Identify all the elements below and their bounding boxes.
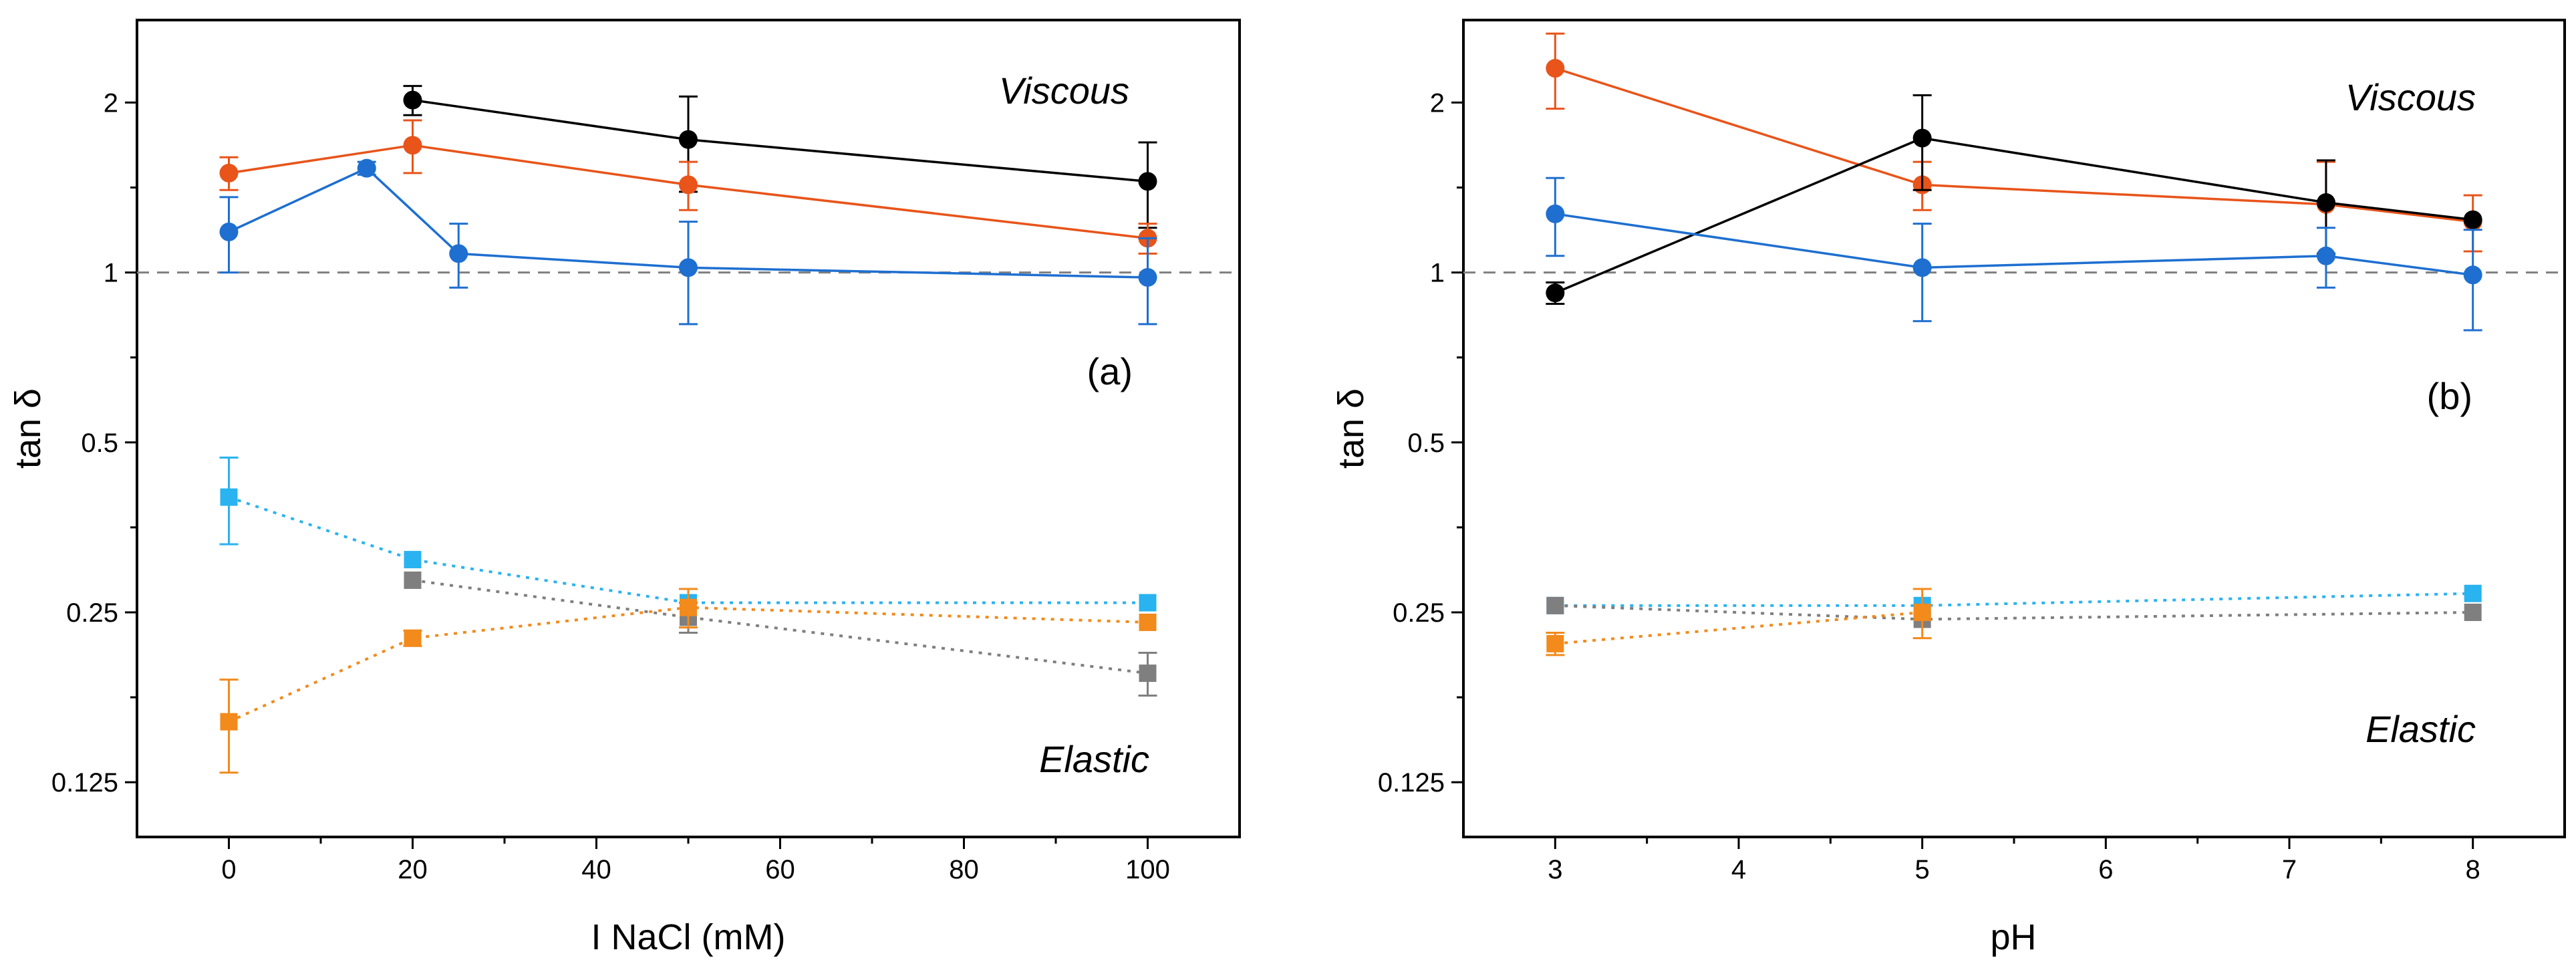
x-tick-label-b: 3 bbox=[1548, 855, 1562, 884]
point-lightblue-elastic-a bbox=[220, 488, 238, 506]
x-tick-label-b: 6 bbox=[2098, 855, 2113, 884]
series-line-blue-viscous-b bbox=[1555, 213, 2473, 277]
series-line-black-viscous-a bbox=[412, 99, 1148, 183]
x-tick-label-a: 80 bbox=[949, 855, 979, 884]
panel-a: 0 20 40 60 80 100 0.125 0.25 0.5 1 2 Viscous Elast… bbox=[8, 19, 1241, 957]
point-gray-elastic-a bbox=[404, 571, 422, 589]
x-tick-label-b: 4 bbox=[1731, 855, 1746, 884]
point-gray-elastic-a bbox=[1139, 664, 1157, 683]
series-line-gray-elastic-a bbox=[412, 578, 1148, 675]
data-layer-a: 0 20 40 60 80 100 0.125 0.25 0.5 1 2 bbox=[51, 85, 1240, 884]
point-orange-viscous-a bbox=[219, 163, 239, 183]
point-orange-elastic-a bbox=[680, 598, 697, 616]
series-line-lightblue-elastic-b bbox=[1555, 592, 2473, 607]
y-tick-label-a: 2 bbox=[104, 88, 118, 118]
y-tick-label-a: 1 bbox=[104, 259, 118, 288]
viscous-label-b: Viscous bbox=[2345, 76, 2476, 118]
point-black-viscous-a bbox=[679, 130, 698, 149]
y-axis-title-b: tan δ bbox=[1331, 388, 1371, 469]
y-tick-label-b: 0.125 bbox=[1378, 768, 1445, 798]
point-blue-viscous-a bbox=[1138, 267, 1157, 287]
x-tick-label-a: 40 bbox=[581, 855, 611, 884]
y-tick-label-b: 0.5 bbox=[1407, 429, 1445, 458]
y-tick-label-a: 0.125 bbox=[51, 768, 118, 798]
point-blue-viscous-a bbox=[219, 222, 239, 241]
point-black-viscous-b bbox=[1912, 128, 1932, 148]
series-line-black-viscous-b bbox=[1554, 136, 2473, 294]
x-tick-label-a: 100 bbox=[1125, 855, 1170, 884]
point-blue-viscous-b bbox=[1912, 258, 1932, 277]
point-orange-viscous-b bbox=[1546, 59, 1565, 78]
panel-label-b: (b) bbox=[2427, 375, 2472, 417]
point-black-viscous-b bbox=[2463, 210, 2482, 229]
point-orange-elastic-a bbox=[404, 629, 422, 647]
x-tick-label-b: 5 bbox=[1915, 855, 1930, 884]
point-orange-viscous-a bbox=[403, 136, 422, 155]
x-axis-title-a: I NaCl (mM) bbox=[591, 917, 786, 957]
point-black-viscous-b bbox=[2316, 193, 2335, 213]
x-tick-label-a: 20 bbox=[398, 855, 428, 884]
y-tick-label-b: 0.25 bbox=[1393, 598, 1445, 628]
point-orange-elastic-b bbox=[1546, 634, 1564, 652]
series-line-orange-viscous-a bbox=[229, 144, 1148, 240]
x-tick-label-a: 0 bbox=[221, 855, 236, 884]
series-line-gray-elastic-b bbox=[1555, 604, 2473, 621]
panel-b: 3 4 5 6 7 8 0.125 0.25 0.5 1 2 Viscous Elastic (b)… bbox=[1331, 19, 2566, 957]
point-lightblue-elastic-b bbox=[2464, 584, 2482, 602]
y-tick-label-b: 2 bbox=[1430, 88, 1445, 118]
y-tick-label-b: 1 bbox=[1430, 259, 1445, 288]
y-axis-title-a: tan δ bbox=[8, 388, 48, 469]
x-tick-label-b: 7 bbox=[2282, 855, 2297, 884]
series-line-orange-viscous-b bbox=[1554, 67, 2473, 223]
elastic-label-a: Elastic bbox=[1039, 738, 1149, 780]
point-blue-viscous-b bbox=[1546, 204, 1565, 223]
point-orange-elastic-a bbox=[1139, 613, 1157, 631]
series-line-lightblue-elastic-a bbox=[228, 495, 1148, 604]
x-tick-label-a: 60 bbox=[765, 855, 795, 884]
point-lightblue-elastic-a bbox=[1139, 594, 1157, 612]
point-orange-elastic-a bbox=[220, 713, 238, 731]
data-layer-b: 3 4 5 6 7 8 0.125 0.25 0.5 1 2 bbox=[1378, 32, 2565, 884]
point-blue-viscous-a bbox=[449, 244, 468, 263]
point-blue-viscous-b bbox=[2316, 246, 2335, 265]
elastic-label-b: Elastic bbox=[2366, 708, 2476, 750]
y-tick-label-a: 0.25 bbox=[66, 598, 118, 628]
point-lightblue-elastic-a bbox=[404, 551, 422, 569]
point-black-viscous-b bbox=[1546, 283, 1565, 303]
point-orange-elastic-b bbox=[1913, 603, 1931, 621]
x-tick-label-b: 8 bbox=[2466, 855, 2480, 884]
point-blue-viscous-a bbox=[679, 258, 698, 277]
point-gray-elastic-b bbox=[2464, 603, 2482, 621]
point-orange-viscous-a bbox=[679, 175, 698, 195]
point-black-viscous-a bbox=[403, 90, 422, 110]
viscous-label-a: Viscous bbox=[999, 70, 1129, 112]
panel-label-a: (a) bbox=[1087, 350, 1133, 392]
point-gray-elastic-b bbox=[1546, 596, 1564, 614]
x-axis-title-b: pH bbox=[1990, 917, 2036, 957]
point-black-viscous-a bbox=[1138, 172, 1157, 191]
y-tick-label-a: 0.5 bbox=[81, 429, 118, 458]
point-blue-viscous-b bbox=[2463, 265, 2482, 285]
point-blue-viscous-a bbox=[357, 158, 376, 178]
series-line-orange-elastic-b bbox=[1555, 610, 1922, 645]
